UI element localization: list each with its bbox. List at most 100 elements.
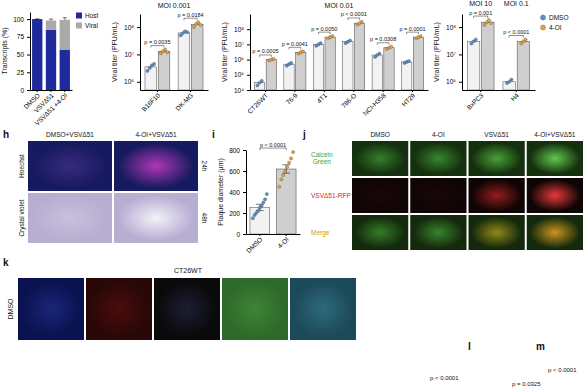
panel-label: m (536, 341, 545, 352)
image-signal (225, 281, 284, 337)
image-background (290, 278, 356, 340)
significance-bracket (348, 18, 360, 20)
image-signal (530, 143, 581, 175)
time-label: 24h (201, 161, 208, 172)
image-tile (114, 193, 198, 243)
tick-mark (64, 90, 65, 92)
bar (266, 60, 276, 90)
image-signal (471, 180, 522, 212)
column-title: 4-OI+VSVΔ51 (135, 131, 176, 138)
image-signal (293, 281, 352, 337)
y-axis-line (246, 151, 247, 235)
image-signal (355, 217, 406, 249)
figure: 0255075100DMSOVSVΔ51VSVΔ51 +4-OITranscri… (0, 0, 585, 390)
image-background (18, 278, 84, 340)
y-tick: 10⁶ (124, 78, 140, 85)
data-point (348, 39, 351, 42)
x-tick: CT26WT (246, 90, 269, 115)
data-point (360, 20, 363, 23)
tick-label: 400 (229, 189, 240, 196)
p-value: p = 0.0041 (282, 41, 308, 47)
y-tick: 200 (229, 210, 246, 217)
y-tick: 0 (236, 231, 246, 238)
legend-swatch (541, 15, 546, 20)
image-background (352, 215, 408, 250)
image-background (352, 141, 408, 176)
data-point (262, 201, 265, 204)
image-signal (355, 180, 406, 212)
bar (284, 64, 294, 90)
x-tick: HT29 (400, 90, 416, 108)
column-title: VSVΔ51 (484, 131, 509, 138)
x-axis: BxPC3H4 (463, 90, 536, 111)
chart: 0200400600800DMSO4-OIPlaque diameter (µm… (217, 142, 301, 255)
image-background (527, 215, 583, 250)
bar (60, 50, 70, 90)
image-tile (527, 215, 583, 250)
chart: 10⁴10⁵10⁶10⁷10⁸CT26WT76-94T1786-ONCI-H35… (221, 2, 429, 117)
error-bar (35, 19, 39, 20)
y-tick: 800 (229, 147, 246, 154)
tick-label: 200 (229, 210, 240, 217)
y-tick: 25 (17, 69, 30, 76)
tick-mark (247, 44, 250, 45)
tick-mark (324, 90, 325, 92)
p-value: p = 0.0308 (370, 36, 396, 42)
tick-mark (137, 82, 140, 83)
x-axis-line (463, 90, 536, 91)
data-point (510, 78, 513, 81)
data-point (284, 169, 287, 172)
tick-label: 10⁵ (234, 71, 244, 78)
tick-mark (459, 27, 462, 28)
data-point (256, 84, 259, 87)
tick-label: 10⁶ (234, 56, 244, 63)
significance-bracket (407, 32, 419, 34)
tick-mark (516, 90, 517, 92)
data-point (489, 21, 492, 24)
tick-mark (259, 234, 260, 236)
bar (191, 24, 203, 90)
y-tick: 10⁷ (234, 41, 250, 48)
image-panel-j: DMSO4-OIVSVΔ514-OI+VSVΔ51Calcein GreenVS… (311, 131, 583, 250)
image-signal (32, 196, 108, 241)
p-value: p = 0.0005 (252, 48, 278, 54)
image-signal (118, 196, 194, 241)
data-point (319, 42, 322, 45)
data-point (164, 48, 167, 51)
tick-mark (27, 19, 30, 20)
x-axis: DMSOVSVΔ51VSVΔ51 +4-OI (22, 90, 72, 127)
image-background (527, 141, 583, 176)
chart-title: MOI 0.01 (325, 2, 354, 9)
data-point (278, 185, 281, 188)
data-point (146, 69, 149, 72)
data-point (272, 57, 275, 60)
error-bar (63, 18, 67, 20)
data-point (192, 25, 195, 28)
y-tick: 0 (20, 87, 30, 94)
panel-title: CT26WT (174, 267, 203, 274)
image-tile (410, 215, 466, 250)
y-tick: 10⁸ (234, 26, 250, 33)
image-tile (28, 141, 112, 191)
data-point (291, 151, 294, 154)
significance-bracket (509, 36, 523, 38)
tick-label: BxPC3 (465, 91, 485, 111)
time-label: 48h (201, 213, 208, 224)
chart-title: MOI 0.001 (158, 2, 191, 9)
x-tick: 4T1 (315, 90, 328, 104)
bar (372, 55, 382, 90)
tick-label: 4-OI (276, 235, 290, 249)
error-bar (282, 165, 290, 173)
image-signal (32, 144, 108, 189)
image-signal (157, 281, 216, 337)
y-tick: 10⁵ (234, 71, 250, 78)
column-title: 4-OI (432, 131, 445, 138)
image-tile (469, 178, 525, 213)
tick-label: VSVΔ51 +4-OI (33, 91, 68, 126)
tick-label: 10⁴ (234, 87, 244, 94)
tick-label: DK-MG (174, 92, 194, 112)
tick-label: 0 (20, 87, 24, 94)
p-value: p = 0.0184 (178, 12, 204, 18)
column-title: DMSO+VSVΔ51 (46, 131, 94, 138)
bar (276, 169, 296, 234)
